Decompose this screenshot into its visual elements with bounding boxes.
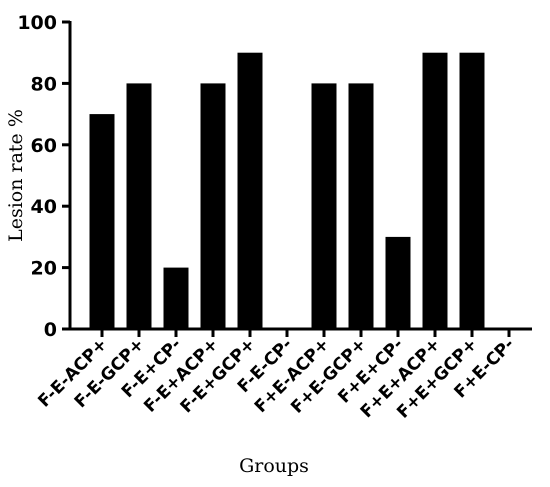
x-ticks-group: F-E-ACP+F-E-GCP+F-E+CP-F-E+ACP+F-E+GCP+F… <box>34 329 519 423</box>
bar-fnegeposgcppos <box>237 52 263 329</box>
y-tick-label: 20 <box>31 258 57 280</box>
bar-fposeposcpneg <box>385 236 411 329</box>
bar-fposeposacppos <box>422 52 448 329</box>
bar-fnegeposacppos <box>200 83 226 330</box>
bar-fnegeneggcppos <box>126 83 152 330</box>
bar-fposeneggcppos <box>348 83 374 330</box>
y-ticks-group: 0 20 40 60 80 100 <box>17 12 70 341</box>
y-tick-label: 60 <box>31 135 57 157</box>
y-tick-label: 40 <box>31 196 57 218</box>
y-axis-title: Lesion rate % <box>5 109 27 242</box>
y-tick-label: 80 <box>31 73 57 95</box>
bar-fnegenegacppos <box>89 114 115 329</box>
bar-fposenegacppos <box>311 83 337 330</box>
y-tick-label: 0 <box>44 319 57 341</box>
bar-fnegeposcpneg <box>163 267 189 329</box>
x-axis-title: Groups <box>239 455 309 477</box>
y-tick-label: 100 <box>17 12 57 34</box>
bar-fposeposgcppos <box>459 52 485 329</box>
bars-group <box>89 52 485 330</box>
